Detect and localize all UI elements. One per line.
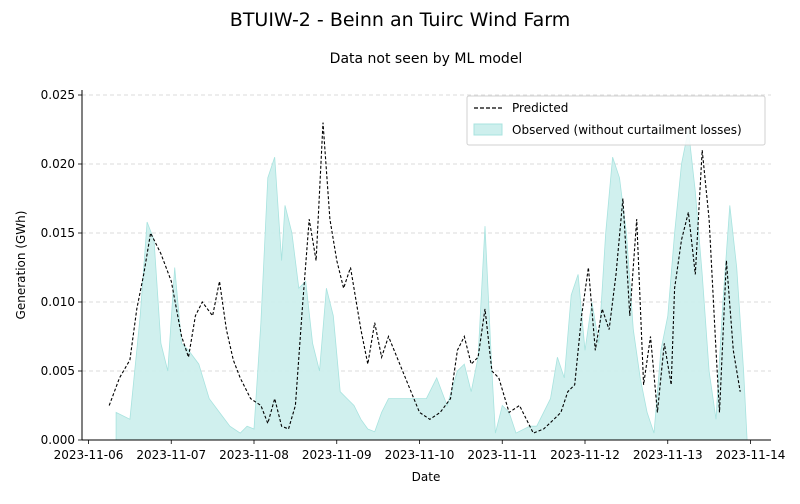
x-tick-label: 2023-11-14: [716, 448, 786, 462]
legend-box: [466, 95, 766, 146]
axes: [81, 90, 771, 441]
predicted-line: [108, 122, 741, 434]
x-tick-label: 2023-11-12: [550, 448, 620, 462]
predicted-line-layer: [108, 122, 741, 434]
legend-predicted-label: Predicted: [512, 101, 568, 115]
x-tick-label: 2023-11-10: [385, 448, 455, 462]
x-tick-label: 2023-11-13: [633, 448, 703, 462]
grid-lines: [82, 94, 771, 372]
observed-area: [115, 129, 748, 441]
legend-observed-swatch: [473, 123, 503, 136]
x-axis-label: Date: [412, 470, 441, 484]
y-tick-label: 0.015: [41, 226, 75, 240]
x-tick-label: 2023-11-06: [54, 448, 124, 462]
x-tick-label: 2023-11-08: [219, 448, 289, 462]
y-tick-labels: 0.000 0.005 0.010 0.015 0.020 0.025: [41, 88, 82, 447]
y-tick-label: 0.010: [41, 295, 75, 309]
chart-subtitle: Data not seen by ML model: [330, 51, 523, 67]
y-axis-label: Generation (GWh): [14, 211, 28, 320]
x-tick-label: 2023-11-11: [467, 448, 537, 462]
y-tick-label: 0.000: [41, 433, 75, 447]
x-tick-label: 2023-11-07: [136, 448, 206, 462]
x-tick-label: 2023-11-09: [302, 448, 372, 462]
y-tick-label: 0.025: [41, 88, 75, 102]
x-tick-labels: 2023-11-06 2023-11-07 2023-11-08 2023-11-09…: [54, 440, 786, 462]
y-tick-label: 0.020: [41, 157, 75, 171]
legend-observed-label: Observed (without curtailment losses): [512, 123, 742, 137]
observed-area-layer: [115, 129, 748, 441]
y-tick-label: 0.005: [41, 364, 75, 378]
chart-title: BTUIW-2 - Beinn an Tuirc Wind Farm: [230, 9, 570, 31]
legend: Predicted Observed (without curtailment …: [466, 95, 766, 146]
